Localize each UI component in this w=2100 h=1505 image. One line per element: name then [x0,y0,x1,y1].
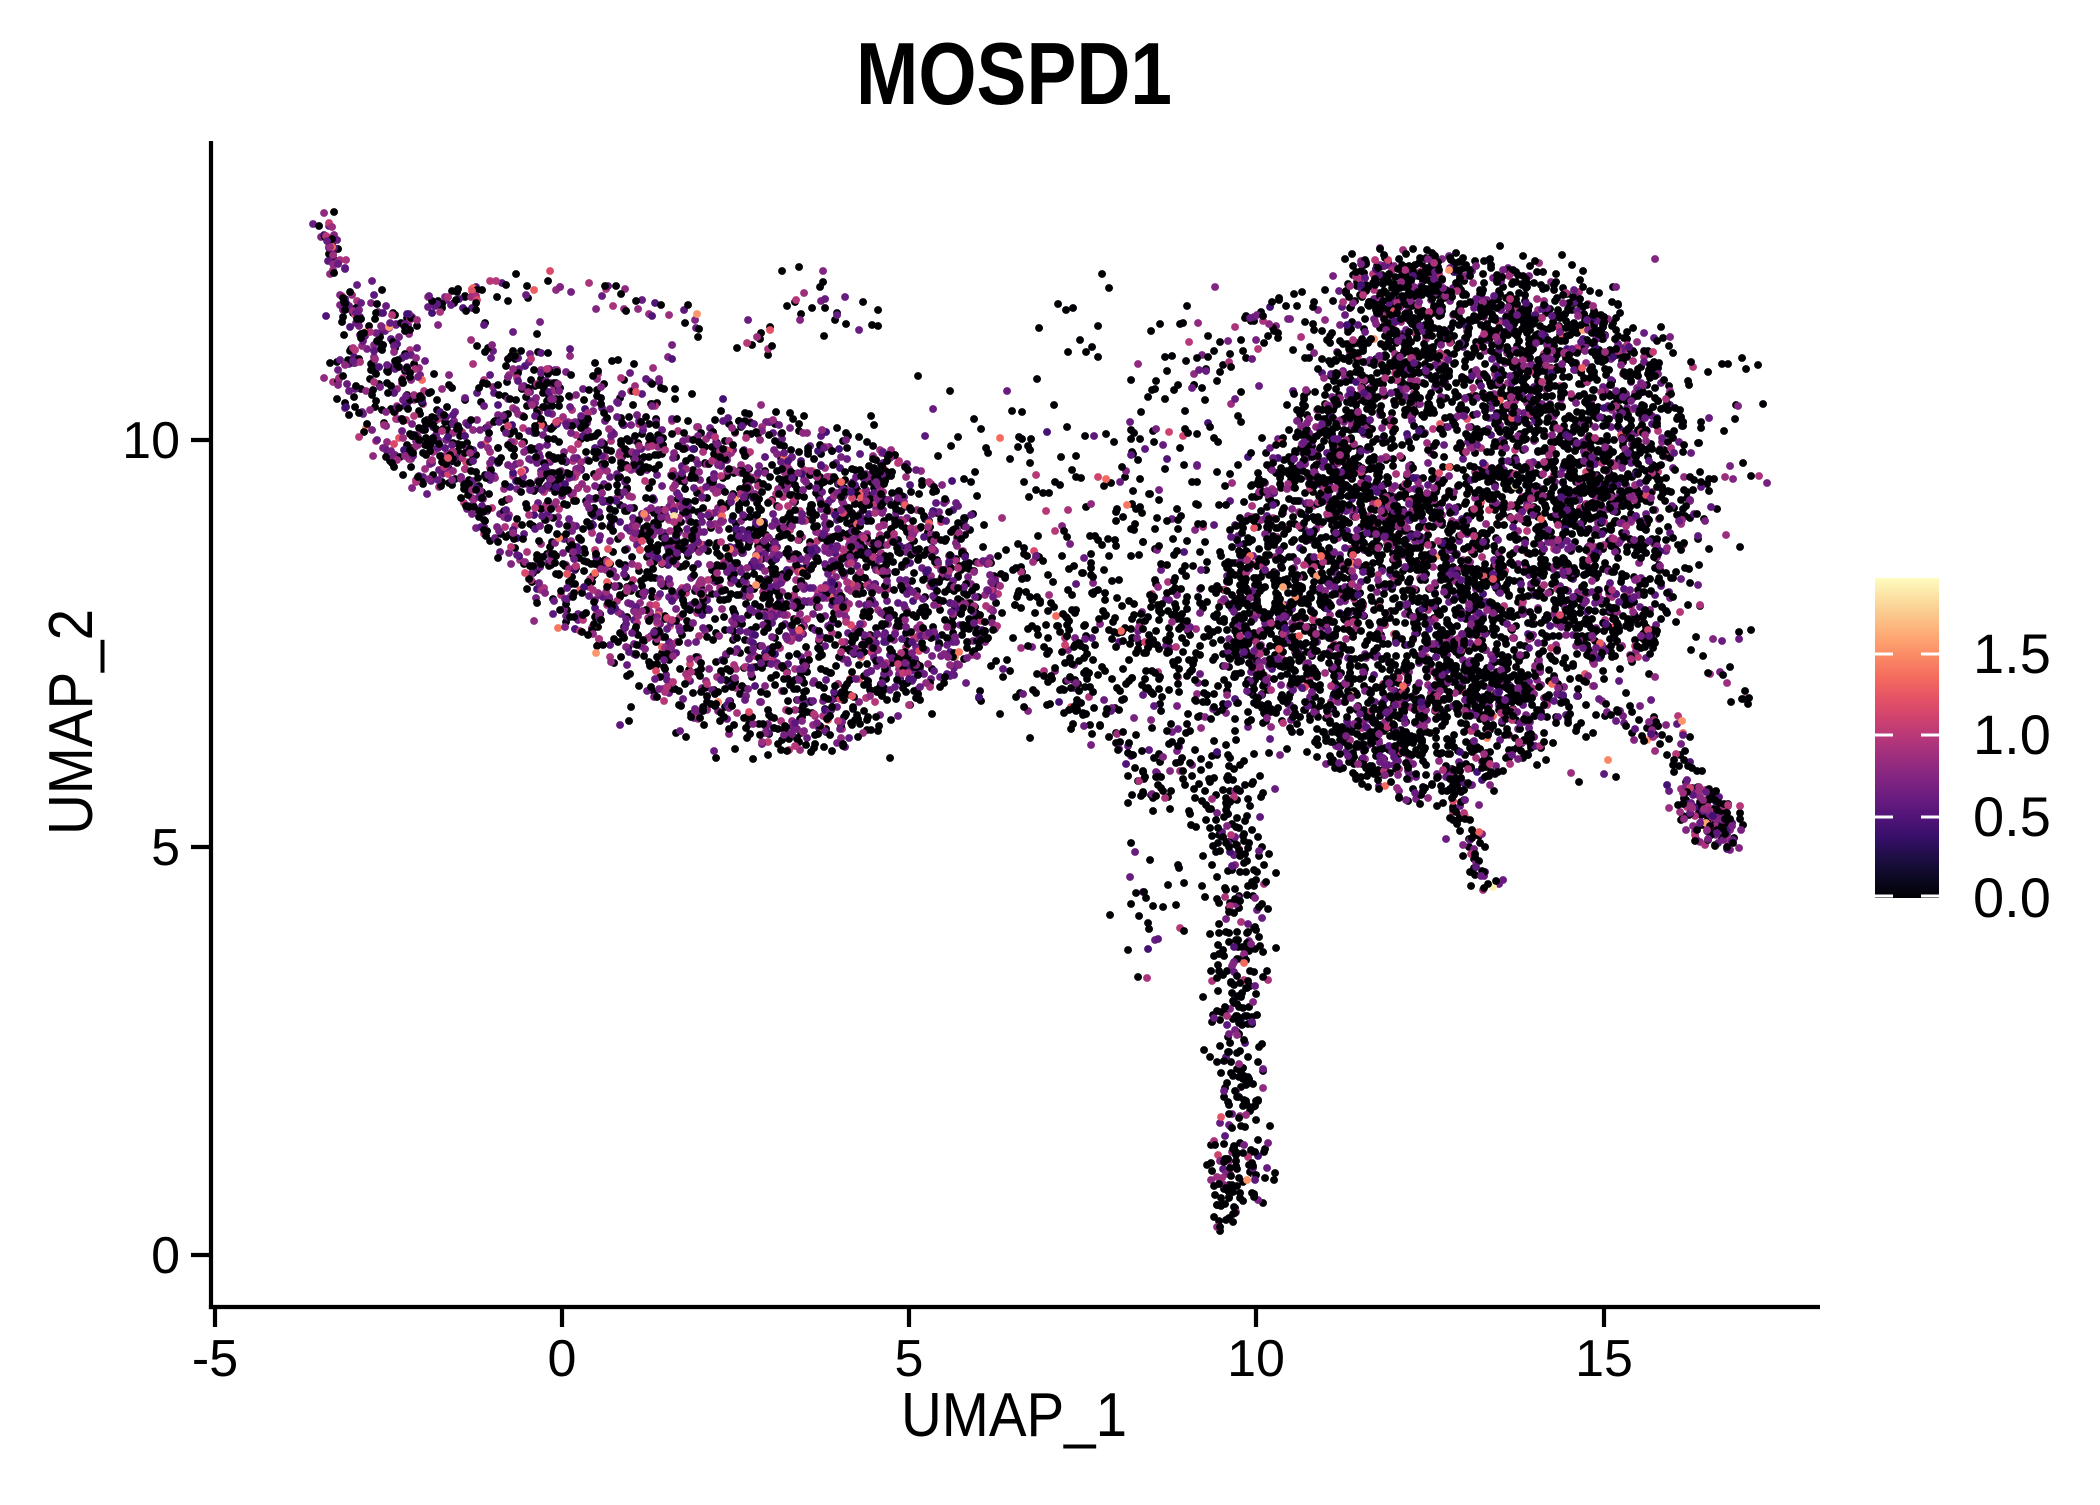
svg-text:MOSPD1: MOSPD1 [856,24,1172,123]
svg-text:5: 5 [151,819,180,877]
svg-text:15: 15 [1575,1330,1633,1388]
svg-text:10: 10 [122,412,180,470]
svg-text:5: 5 [895,1330,924,1388]
svg-text:1.0: 1.0 [1973,703,2051,766]
svg-text:UMAP_2: UMAP_2 [37,609,106,835]
svg-text:0.5: 0.5 [1973,785,2051,848]
svg-text:0: 0 [548,1330,577,1388]
svg-text:0.0: 0.0 [1973,866,2051,929]
svg-text:1.5: 1.5 [1973,622,2051,685]
svg-text:10: 10 [1227,1330,1285,1388]
svg-text:UMAP_1: UMAP_1 [901,1381,1127,1450]
svg-text:0: 0 [151,1227,180,1285]
svg-text:-5: -5 [192,1330,238,1388]
